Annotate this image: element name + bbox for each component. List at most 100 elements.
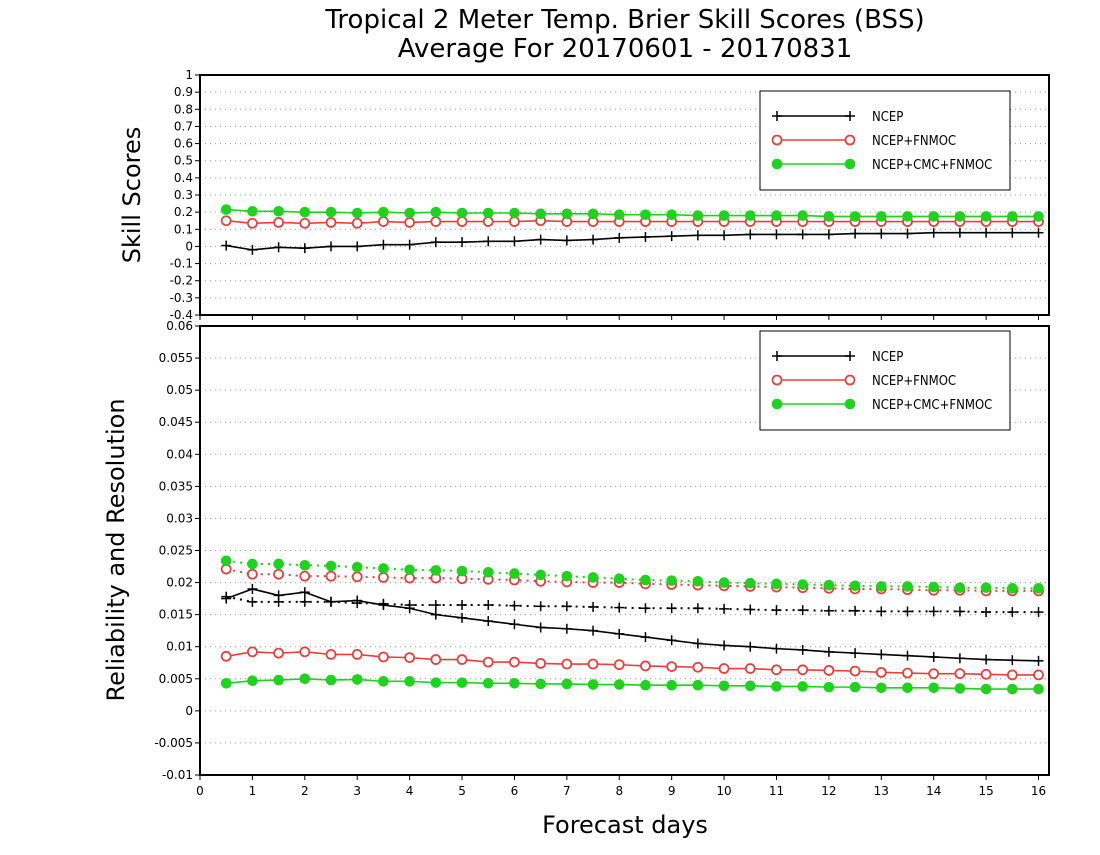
data-point [404, 676, 415, 687]
bottom-panel-ylabel: Reliability and Resolution [102, 398, 130, 701]
y-tick-label: 0.015 [159, 608, 193, 622]
series-line [226, 208, 1039, 218]
data-point [299, 559, 311, 571]
data-point [823, 579, 835, 591]
data-point [823, 211, 835, 222]
y-tick-label: 0.1 [174, 222, 193, 236]
data-point [797, 681, 808, 692]
legend-label: NCEP [872, 350, 903, 365]
data-point [561, 658, 573, 670]
x-tick-label: 5 [458, 784, 466, 798]
data-point [509, 656, 520, 668]
data-point [875, 666, 887, 678]
x-tick-label: 12 [821, 784, 836, 798]
y-tick-label: 0.3 [174, 188, 193, 202]
legend-label: NCEP [872, 110, 903, 125]
legend-label: NCEP+CMC+FNMOC [872, 398, 992, 413]
data-point [404, 652, 416, 664]
data-point [482, 567, 494, 578]
legend-marker [771, 134, 783, 146]
data-point [299, 673, 311, 685]
series-line [225, 588, 1039, 662]
data-point [299, 646, 311, 658]
data-point [928, 581, 940, 593]
data-point [640, 679, 651, 691]
data-point [954, 582, 966, 594]
data-point [378, 206, 389, 218]
data-point [980, 668, 992, 680]
series-1-0 [221, 583, 1044, 666]
data-point [220, 215, 232, 227]
data-point [378, 216, 389, 227]
x-tick-label: 0 [196, 784, 204, 798]
x-tick-label: 3 [353, 784, 361, 798]
data-point [902, 667, 913, 679]
data-point [640, 574, 651, 586]
data-point [273, 558, 284, 570]
data-point [666, 679, 677, 691]
data-point [273, 568, 285, 580]
y-tick-label: 0.9 [174, 85, 193, 99]
data-point [456, 654, 468, 665]
data-point [980, 683, 992, 695]
data-point [1033, 583, 1044, 594]
legend-marker [844, 398, 856, 410]
data-point [823, 681, 835, 693]
data-point [325, 560, 337, 572]
data-point [849, 681, 861, 693]
series-line [226, 559, 1039, 590]
legend-marker [844, 374, 856, 386]
data-point [849, 580, 861, 592]
data-point [875, 211, 887, 222]
series-0-2 [220, 204, 1044, 222]
data-point [902, 211, 913, 222]
data-point [692, 679, 704, 691]
data-point [823, 665, 835, 676]
data-point [744, 577, 756, 589]
panel-1: -0.01 -0.005 0 0.005 0.01 0.015 0.02 0.025 0.03 0… [154, 319, 1050, 798]
data-point [535, 208, 546, 220]
x-tick-label: 1 [249, 784, 257, 798]
legend: NCEP NCEP+FNMOC NCEP+CMC+FNMOC [759, 330, 1011, 431]
data-point [587, 572, 599, 583]
y-tick-label: 0.7 [174, 119, 193, 133]
data-point [875, 581, 887, 592]
series-1-1 [221, 591, 1044, 618]
data-point [718, 210, 730, 221]
data-point [613, 659, 625, 671]
data-point [247, 675, 258, 687]
data-point [404, 207, 415, 219]
data-point [220, 204, 232, 215]
data-point [613, 679, 625, 690]
data-point [771, 681, 782, 692]
data-point [430, 206, 442, 218]
series-line [226, 595, 1039, 614]
y-tick-label: 0.01 [166, 640, 193, 654]
data-point [325, 570, 337, 582]
y-tick-label: 0.005 [159, 672, 193, 686]
data-point [771, 578, 782, 590]
y-tick-label: 0.6 [174, 137, 193, 151]
data-point [1006, 669, 1018, 681]
data-point [692, 575, 704, 587]
data-point [456, 216, 468, 227]
data-point [325, 649, 337, 660]
top-panel-ylabel: Skill Scores [118, 127, 146, 264]
series-1-4 [220, 673, 1044, 695]
data-point [378, 651, 389, 663]
data-point [1007, 583, 1018, 594]
x-tick-label: 4 [406, 784, 414, 798]
data-point [902, 682, 913, 694]
x-tick-label: 2 [301, 784, 309, 798]
data-point [692, 210, 704, 221]
data-point [561, 208, 573, 220]
x-tick-label: 9 [668, 784, 676, 798]
data-point [351, 561, 363, 573]
data-point [1007, 683, 1018, 695]
legend: NCEP NCEP+FNMOC NCEP+CMC+FNMOC [759, 90, 1011, 191]
legend-label: NCEP+FNMOC [872, 134, 956, 149]
data-point [378, 572, 389, 583]
y-tick-label: 0.5 [174, 154, 193, 168]
data-point [247, 646, 258, 658]
